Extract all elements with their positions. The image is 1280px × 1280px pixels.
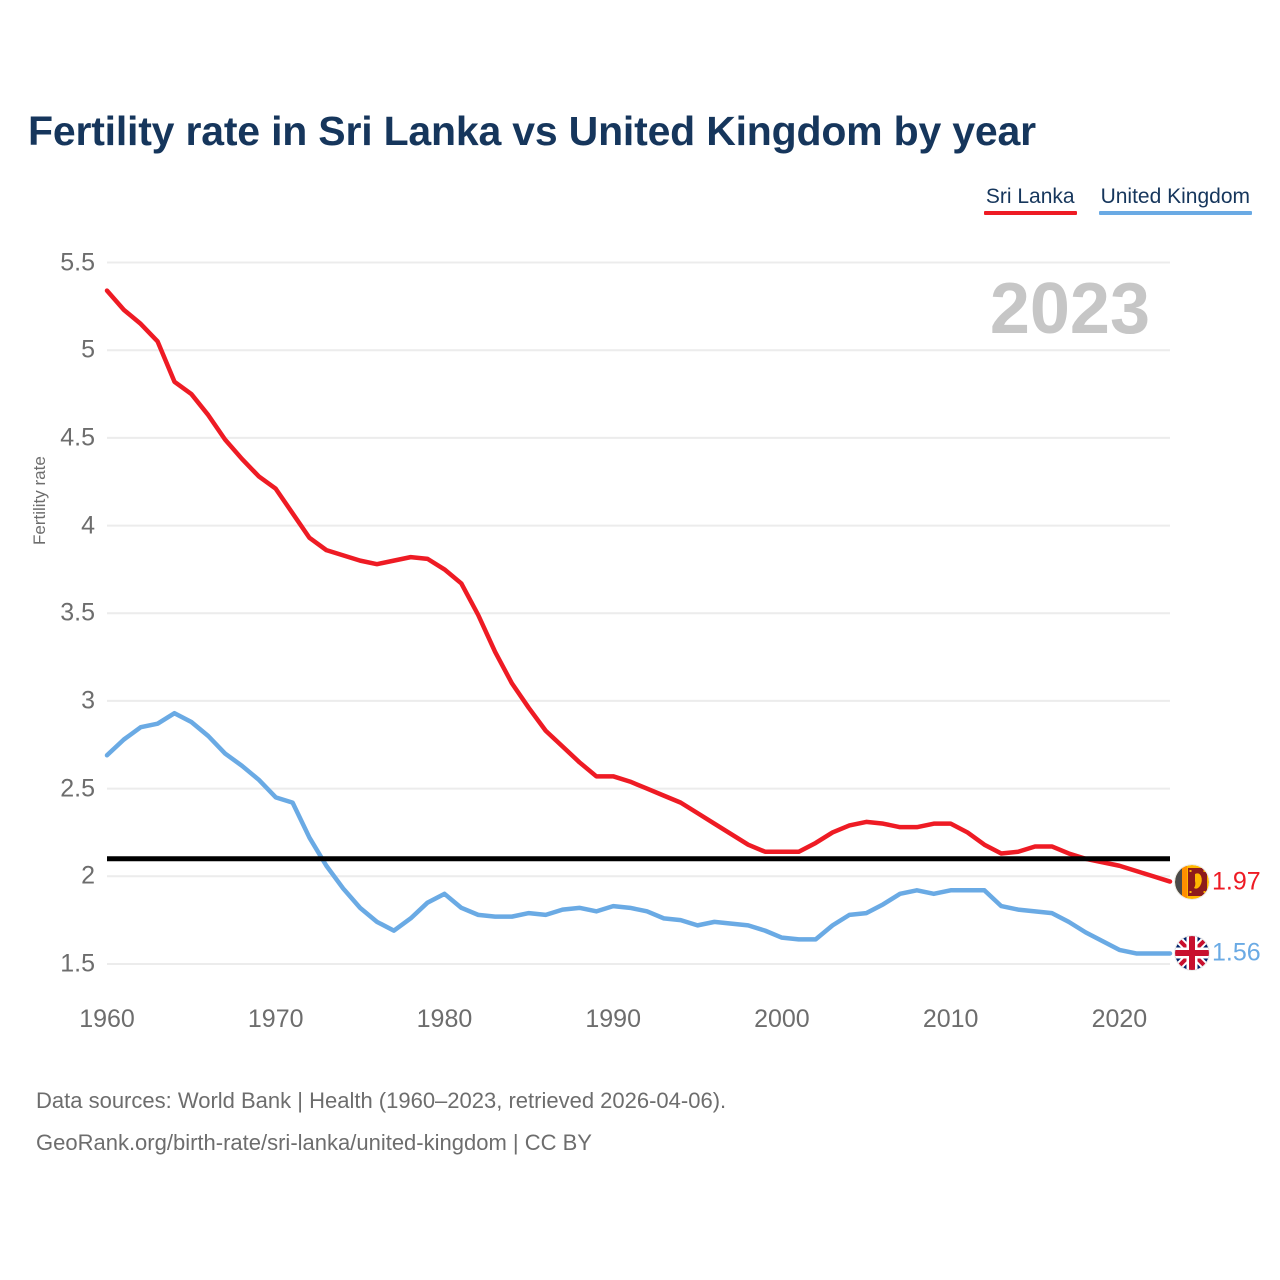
page-title: Fertility rate in Sri Lanka vs United Ki… <box>28 108 1036 154</box>
footer-data-sources: Data sources: World Bank | Health (1960–… <box>36 1088 727 1113</box>
legend-swatch-sri-lanka <box>983 211 1077 216</box>
united-kingdom-flag-icon <box>1175 936 1209 971</box>
legend-item-united-kingdom[interactable]: United Kingdom <box>1098 185 1252 216</box>
sri-lanka-flag-icon <box>1175 864 1209 899</box>
x-axis-tick-label: 2020 <box>1091 1005 1148 1033</box>
legend-label-sri-lanka: Sri Lanka <box>985 185 1075 208</box>
x-axis-tick-label: 2010 <box>922 1005 979 1033</box>
end-value-united-kingdom: 1.56 <box>1212 938 1261 967</box>
footer-attribution: GeoRank.org/birth-rate/sri-lanka/united-… <box>36 1130 592 1155</box>
series-line-united-kingdom <box>104 710 1173 956</box>
y-axis-tick-label: 5 <box>81 335 95 364</box>
legend-item-sri-lanka[interactable]: Sri Lanka <box>983 185 1077 216</box>
y-axis-tick-label: 2.5 <box>60 774 95 803</box>
chart-legend: Sri Lanka United Kingdom <box>983 185 1252 216</box>
y-axis-tick-label: 3.5 <box>60 598 95 627</box>
y-axis-tick-label: 1.5 <box>60 949 95 978</box>
legend-label-united-kingdom: United Kingdom <box>1100 185 1250 208</box>
y-axis-tick-label: 4 <box>81 511 95 540</box>
series-line-sri-lanka <box>104 288 1173 884</box>
end-value-sri-lanka: 1.97 <box>1212 867 1261 896</box>
x-axis-tick-label: 1990 <box>585 1005 641 1033</box>
gridlines <box>107 261 1170 965</box>
x-axis-tick-label: 1960 <box>79 1005 135 1033</box>
legend-swatch-united-kingdom <box>1098 211 1252 216</box>
year-watermark: 2023 <box>989 269 1150 349</box>
y-axis-tick-label: 2 <box>81 861 95 890</box>
x-axis-tick-label: 2000 <box>754 1005 810 1033</box>
x-axis-tick-label: 1980 <box>416 1005 473 1033</box>
x-axis-tick-label: 1970 <box>247 1005 304 1033</box>
y-axis-tick-label: 4.5 <box>60 423 95 452</box>
y-axis-tick-label: 5.5 <box>60 248 95 277</box>
y-axis-tick-label: 3 <box>81 686 95 715</box>
series-lines <box>104 288 1173 956</box>
